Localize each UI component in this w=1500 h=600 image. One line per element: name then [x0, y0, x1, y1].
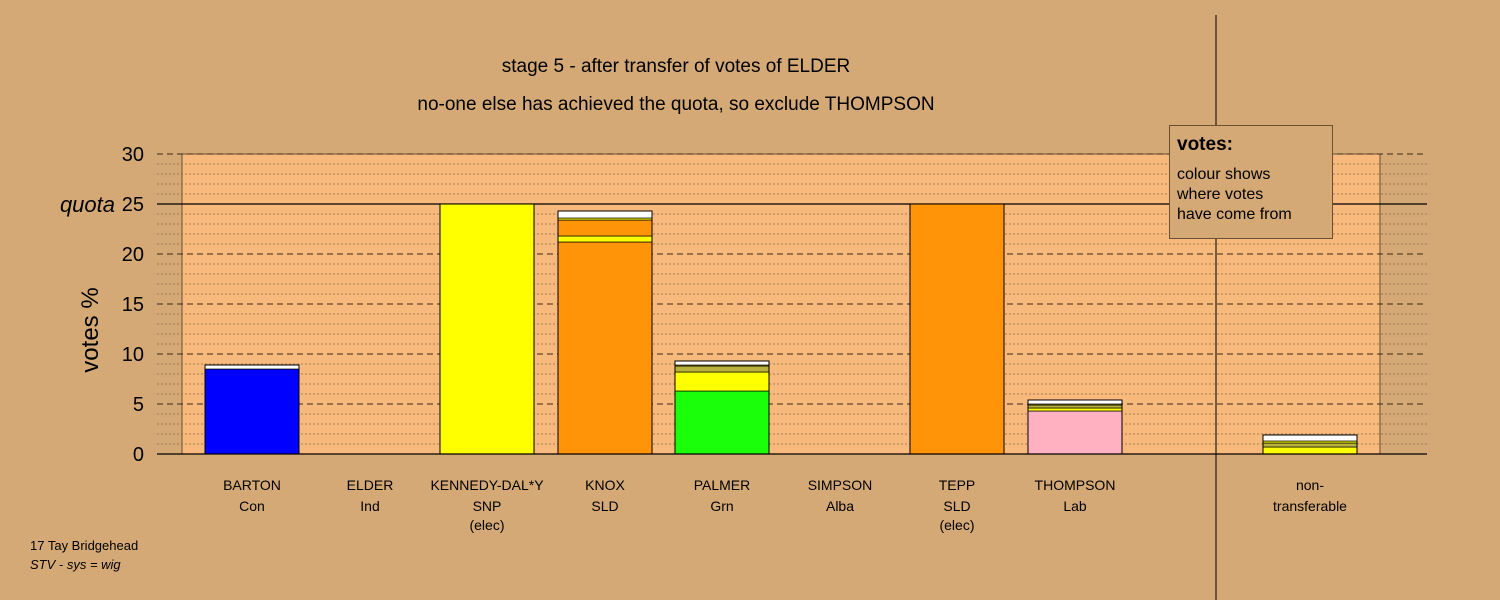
candidate-party: Lab: [1063, 498, 1087, 514]
candidate-status: (elec): [469, 517, 504, 533]
bar-nontransferable-segment: [1262, 446, 1358, 455]
chart-header-line2: no-one else has achieved the quota, so e…: [417, 94, 934, 115]
legend-line-1: colour shows: [1177, 166, 1271, 183]
y-tick-label: 15: [122, 294, 144, 316]
candidate-name: TEPP: [939, 477, 976, 493]
ward-name: 17 Tay Bridgehead: [30, 538, 139, 553]
y-tick-label: 10: [122, 344, 144, 366]
bar-palmer-segment: [674, 365, 770, 373]
candidate-party: Con: [239, 498, 265, 514]
bar-nontransferable-segment: [1262, 442, 1358, 448]
bar-knox-segment: [557, 235, 653, 243]
bar-nontransferable-segment: [1262, 434, 1358, 442]
candidate-party: Alba: [826, 498, 854, 514]
bar-knox-segment: [557, 241, 653, 455]
candidate-name: PALMER: [694, 477, 751, 493]
bar-barton-segment: [204, 364, 300, 370]
candidate-name: BARTON: [223, 477, 281, 493]
system-name: STV - sys = wig: [30, 557, 121, 572]
y-tick-label: 30: [122, 144, 144, 166]
bar-thompson-segment: [1027, 399, 1123, 405]
bar-knox-segment: [557, 210, 653, 219]
bar-thompson-segment: [1027, 404, 1123, 409]
quota-label: quota: [60, 192, 115, 217]
candidate-name: KNOX: [585, 477, 625, 493]
bar-thompson-segment: [1027, 407, 1123, 412]
bar-barton-segment: [204, 368, 300, 455]
legend-line-3: have come from: [1177, 206, 1292, 223]
candidate-party: Ind: [360, 498, 379, 514]
legend-line-2: where votes: [1177, 186, 1264, 203]
candidate-party: SLD: [943, 498, 970, 514]
bar-palmer-segment: [674, 360, 770, 366]
candidate-party: Grn: [710, 498, 733, 514]
bar-thompson-segment: [1027, 410, 1123, 455]
bar-tepp-segment: [909, 203, 1005, 455]
y-tick-label: 25: [122, 194, 144, 216]
legend-box: votes: colour shows where votes have com…: [1169, 125, 1333, 239]
candidate-name: ELDER: [347, 477, 394, 493]
bar-palmer-segment: [674, 390, 770, 455]
candidate-status: (elec): [939, 517, 974, 533]
bar-kennedydaly-segment: [439, 203, 535, 455]
candidate-party: SNP: [473, 498, 502, 514]
candidate-name: THOMPSON: [1035, 477, 1116, 493]
candidate-party: SLD: [591, 498, 618, 514]
y-tick-label: 5: [133, 394, 144, 416]
candidate-name: KENNEDY-DAL*Y: [430, 477, 544, 493]
x-axis-labels: BARTON Con ELDER Ind KENNEDY-DAL*Y SNP (elec) K…: [223, 477, 1347, 533]
y-tick-label: 20: [122, 244, 144, 266]
y-axis-label: votes %: [77, 287, 104, 372]
bar-knox-segment: [557, 219, 653, 237]
nontransferable-label-2: transferable: [1273, 498, 1347, 514]
chart-header-line1: stage 5 - after transfer of votes of ELD…: [502, 56, 851, 77]
candidate-name: SIMPSON: [808, 477, 873, 493]
y-axis: 0 5 10 15 20 25 30: [122, 15, 1427, 600]
y-tick-label: 0: [133, 444, 144, 466]
bars: [204, 203, 1358, 455]
nontransferable-label-1: non-: [1296, 477, 1324, 493]
legend-title: votes:: [1177, 134, 1233, 155]
bar-palmer-segment: [674, 371, 770, 392]
